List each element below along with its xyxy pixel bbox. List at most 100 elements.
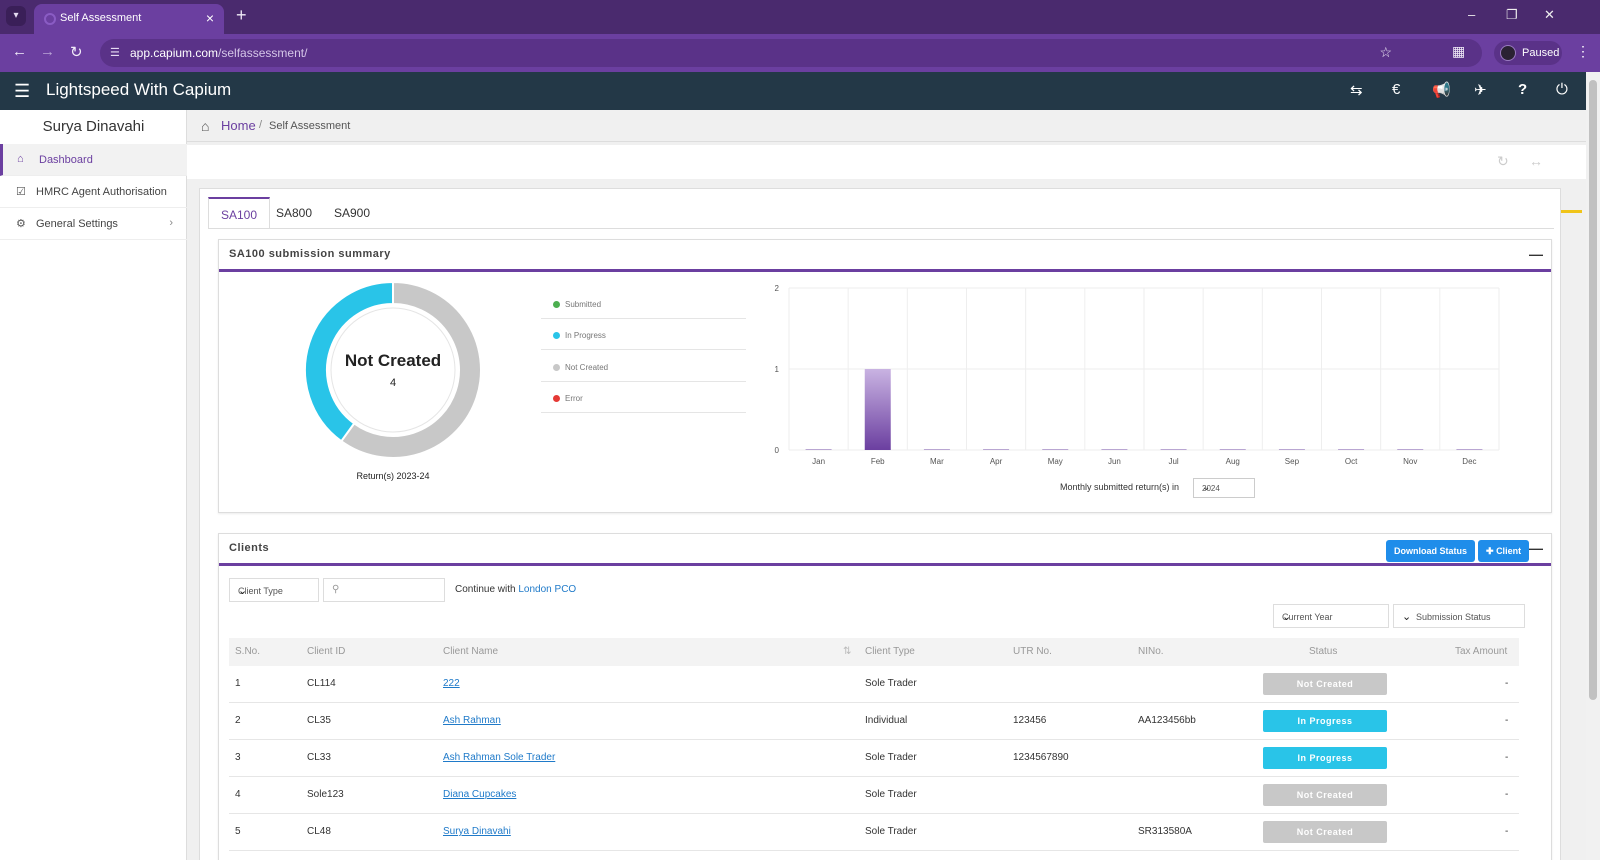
table-row[interactable]: 2 CL35 Ash Rahman Individual 123456 AA123456b… <box>229 703 1519 740</box>
x-tick-label: Jan <box>812 457 825 466</box>
app-header: ☰ Lightspeed With Capium ⇆ € 📢 ✈ ? ⏻ <box>0 72 1586 110</box>
scrollbar-thumb[interactable] <box>1589 80 1597 700</box>
bar-may[interactable] <box>1042 449 1069 450</box>
bar-oct[interactable] <box>1338 449 1365 450</box>
donut-slice-not-created[interactable] <box>339 280 482 459</box>
sidebar: Surya Dinavahi ⌂ Dashboard ☑ HMRC Agent … <box>0 110 187 860</box>
page-toolbar: ↻ ↔ <box>187 145 1586 213</box>
bar-jul[interactable] <box>1160 449 1187 450</box>
tab-sa100[interactable]: SA100 <box>208 197 271 229</box>
home-icon: ⌂ <box>201 118 210 134</box>
client-type-select[interactable]: Client Type ⌄ <box>229 578 319 602</box>
cell-client-name[interactable]: Diana Cupcakes <box>443 789 517 800</box>
table-row[interactable]: 1 CL114 222 Sole Trader Not Created - <box>229 666 1519 703</box>
x-tick-label: Oct <box>1345 457 1358 466</box>
bar-mar[interactable] <box>923 449 950 450</box>
year-select[interactable]: 2024 ⌄ <box>1193 478 1255 498</box>
page-scrollbar[interactable] <box>1586 72 1600 860</box>
cell-client-id: Sole123 <box>307 789 344 800</box>
bar-jun[interactable] <box>1101 449 1128 450</box>
megaphone-icon[interactable]: 📢 <box>1432 82 1451 99</box>
sort-icon[interactable]: ⇅ <box>843 646 852 657</box>
forward-icon[interactable]: → <box>40 43 55 60</box>
add-client-button[interactable]: ✚ Client <box>1478 540 1530 562</box>
browser-tabstrip: ▾ Self Assessment × + – ❐ ✕ <box>0 0 1600 34</box>
cell-client-id: CL33 <box>307 752 331 763</box>
col-nino: NINo. <box>1138 646 1164 657</box>
power-icon[interactable]: ⏻ <box>1556 81 1568 98</box>
tab-title: Self Assessment <box>60 12 142 24</box>
legend-item-submitted: Submitted <box>541 288 746 319</box>
download-status-button[interactable]: Download Status <box>1386 540 1476 562</box>
site-info-icon[interactable]: ☰ <box>110 47 120 59</box>
profile-button[interactable]: Paused <box>1494 41 1562 65</box>
cell-client-name[interactable]: Ash Rahman <box>443 715 501 726</box>
accent-bar <box>1552 210 1582 213</box>
year-filter-select[interactable]: Current Year ⌄ <box>1273 604 1389 628</box>
cell-tax-amount: - <box>1505 678 1509 689</box>
x-tick-label: Sep <box>1285 457 1300 466</box>
legend-dot <box>553 332 560 339</box>
bar-sep[interactable] <box>1278 449 1305 450</box>
col-client-name[interactable]: Client Name <box>443 646 499 657</box>
search-input[interactable]: ⚲ <box>323 578 445 602</box>
help-icon[interactable]: ? <box>1518 81 1528 98</box>
browser-tab[interactable]: Self Assessment × <box>34 4 224 34</box>
cogs-icon: ⚙ <box>16 218 26 230</box>
cell-tax-amount: - <box>1505 752 1509 763</box>
sidebar-item-general-settings[interactable]: ⚙ General Settings › <box>0 208 187 240</box>
bar-apr[interactable] <box>983 449 1010 450</box>
expand-icon[interactable]: ↔ <box>1529 153 1543 169</box>
table-row[interactable]: 5 CL48 Surya Dinavahi Sole Trader SR313580A N… <box>229 814 1519 851</box>
reload-icon[interactable]: ↻ <box>70 44 83 61</box>
currency-icon[interactable]: € <box>1392 81 1401 98</box>
rocket-icon[interactable]: ✈ <box>1474 82 1487 99</box>
table-row[interactable]: 4 Sole123 Diana Cupcakes Sole Trader Not Cre… <box>229 777 1519 814</box>
bar-nov[interactable] <box>1397 449 1424 450</box>
cell-client-name[interactable]: Ash Rahman Sole Trader <box>443 752 556 763</box>
extensions-icon[interactable]: ▦ <box>1452 43 1466 59</box>
x-tick-label: Dec <box>1462 457 1476 466</box>
bar-feb[interactable] <box>864 369 891 450</box>
tab-sa800[interactable]: SA800 <box>276 206 313 220</box>
legend-label: In Progress <box>565 331 606 340</box>
continue-link[interactable]: London PCO <box>518 584 577 595</box>
back-icon[interactable]: ← <box>12 43 27 60</box>
breadcrumb-home-link[interactable]: Home <box>221 118 256 133</box>
y-tick-label: 0 <box>775 446 780 455</box>
bar-jan[interactable] <box>805 449 832 450</box>
cell-client-name[interactable]: Surya Dinavahi <box>443 826 511 837</box>
browser-menu-icon[interactable]: ⋮ <box>1576 43 1590 59</box>
minimize-icon[interactable]: – <box>1468 7 1476 22</box>
cell-sno: 5 <box>235 826 241 837</box>
checkbox-icon: ☑ <box>16 186 26 198</box>
menu-icon[interactable]: ☰ <box>14 81 31 101</box>
restore-icon[interactable]: ❐ <box>1506 7 1518 22</box>
cell-tax-amount: - <box>1505 715 1509 726</box>
close-tab-icon[interactable]: × <box>205 10 214 26</box>
cell-client-type: Sole Trader <box>865 826 917 837</box>
chevron-right-icon: › <box>169 217 173 229</box>
new-tab-icon[interactable]: + <box>236 5 247 25</box>
cell-client-name[interactable]: 222 <box>443 678 460 689</box>
tab-search-icon[interactable]: ▾ <box>6 6 26 26</box>
minimize-panel-icon[interactable]: — <box>1529 540 1543 556</box>
bar-dec[interactable] <box>1456 449 1483 450</box>
refresh-icon[interactable]: ↻ <box>1497 153 1509 169</box>
close-window-icon[interactable]: ✕ <box>1544 7 1555 22</box>
bar-aug[interactable] <box>1219 449 1246 450</box>
tab-sa900[interactable]: SA900 <box>334 206 371 220</box>
submission-status-select[interactable]: Submission Status ⌄ <box>1393 604 1525 628</box>
address-bar[interactable]: ☰ app.capium.com/selfassessment/ ☆ <box>100 39 1482 67</box>
sidebar-item-hmrc-agent-authorisation[interactable]: ☑ HMRC Agent Authorisation <box>0 176 187 208</box>
table-row[interactable]: 3 CL33 Ash Rahman Sole Trader Sole Trader 12… <box>229 740 1519 777</box>
minimize-panel-icon[interactable]: — <box>1529 246 1543 262</box>
x-tick-label: Jul <box>1168 457 1178 466</box>
cell-client-id: CL35 <box>307 715 331 726</box>
bookmark-star-icon[interactable]: ☆ <box>1379 44 1392 60</box>
status-badge: In Progress <box>1263 747 1387 769</box>
switch-icon[interactable]: ⇆ <box>1350 82 1363 99</box>
sidebar-item-dashboard[interactable]: ⌂ Dashboard <box>0 144 187 176</box>
donut-caption: Return(s) 2023-24 <box>356 471 429 481</box>
donut-slice-in-progress[interactable] <box>304 280 394 443</box>
